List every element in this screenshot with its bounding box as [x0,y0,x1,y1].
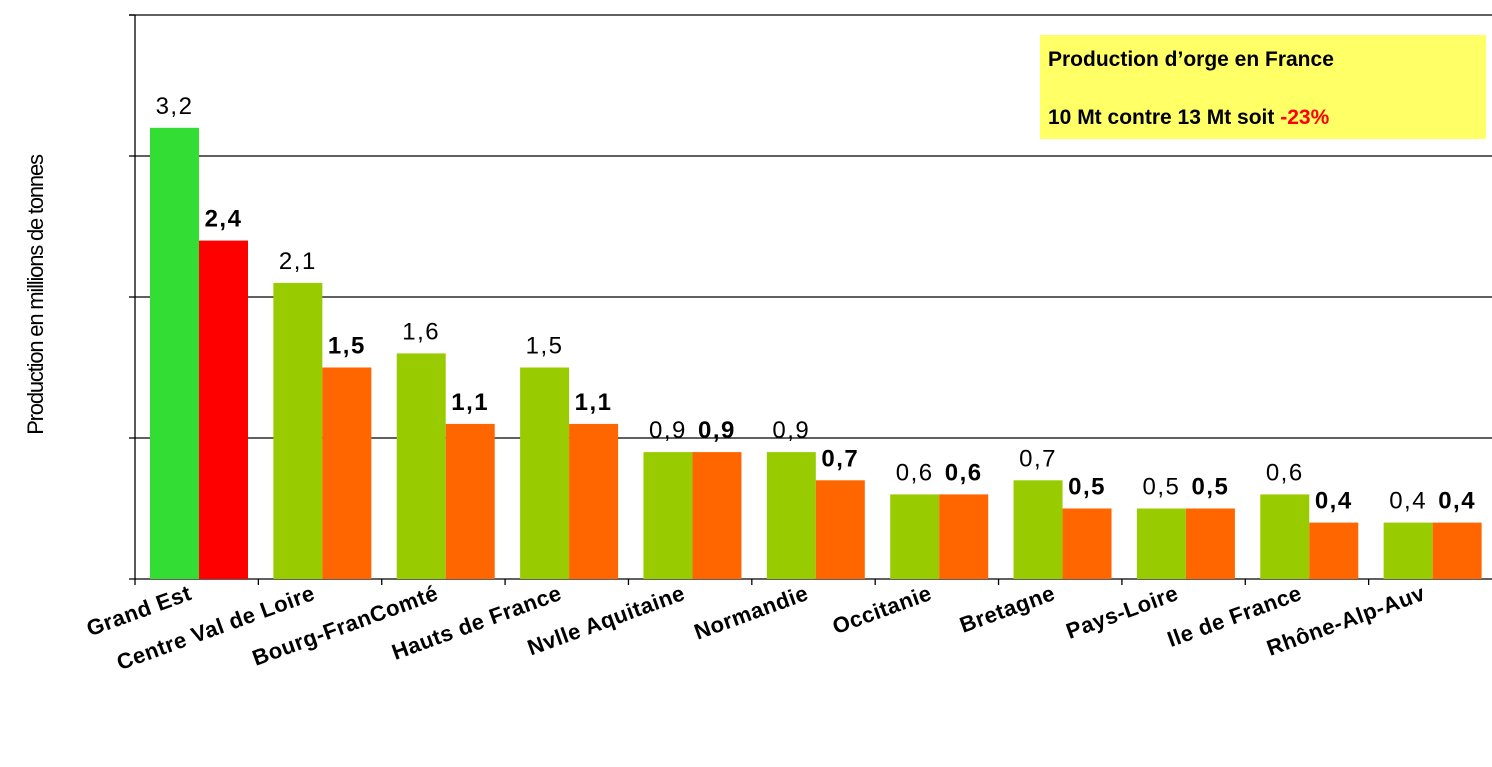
x-tick-label: Occitanie [829,580,935,639]
bar [1260,494,1310,579]
x-tick-label: Normandie [691,580,812,644]
data-label: 0,4 [1315,488,1353,515]
bar [1062,508,1112,579]
bar [1185,508,1235,579]
bar [520,367,570,579]
bar [643,452,693,579]
x-tick-label: Centre Val de Loire [113,580,318,675]
y-axis-label-text: Production en millions de tonnes [23,155,48,435]
data-label: 0,9 [698,417,736,444]
data-label: 2,1 [279,248,317,275]
data-label: 0,7 [821,445,859,472]
bar [1432,522,1482,579]
data-label: 3,2 [156,93,194,120]
data-labels: 3,2 2,4 2,1 1,5 1,6 1,1 1,5 1,1 0,9 0,9 0,9 0,7 0,6 0… [156,93,1476,515]
bar [939,494,989,579]
data-label: 0,4 [1389,488,1427,515]
data-label: 1,5 [526,333,564,360]
data-label: 0,6 [945,459,983,486]
annotation-line-2: 10 Mt contre 13 Mt soit -23% [1048,106,1329,130]
data-label: 2,4 [205,206,243,233]
bar [1309,522,1359,579]
bar [445,423,495,579]
data-label: 1,5 [328,333,366,360]
annotation-percent: -23% [1280,106,1330,129]
bar [273,282,323,579]
bar [815,480,865,579]
data-label: 0,6 [896,459,934,486]
bar [322,367,372,579]
bar [692,452,742,579]
annotation-line-2-text: 10 Mt contre 13 Mt soit [1048,106,1281,129]
data-label: 1,1 [451,389,489,416]
annotation-box: Production d’orge en France 10 Mt contre… [1040,35,1486,139]
bar [766,452,816,579]
x-tick-label: Bretagne [956,580,1058,637]
y-axis-label: Production en millions de tonnes [6,60,66,530]
data-label: 1,6 [402,318,440,345]
bar [890,494,940,579]
bars [150,127,1482,580]
data-label: 1,1 [575,389,613,416]
bar [1013,480,1063,579]
data-label: 0,6 [1266,459,1304,486]
data-label: 0,5 [1068,474,1106,501]
bar [1136,508,1186,579]
data-label: 0,5 [1191,474,1229,501]
data-label: 0,9 [649,417,687,444]
bar [1383,522,1433,579]
bar [396,353,446,579]
data-label: 0,7 [1019,445,1057,472]
data-label: 0,4 [1438,488,1476,515]
bar [150,127,199,580]
bar [199,240,248,579]
bar [569,423,619,579]
data-label: 0,5 [1142,474,1180,501]
gridlines [135,14,1492,439]
data-label: 0,9 [772,417,810,444]
x-tick-label: Pays-Loire [1063,580,1182,644]
annotation-line-1: Production d’orge en France [1048,48,1334,71]
